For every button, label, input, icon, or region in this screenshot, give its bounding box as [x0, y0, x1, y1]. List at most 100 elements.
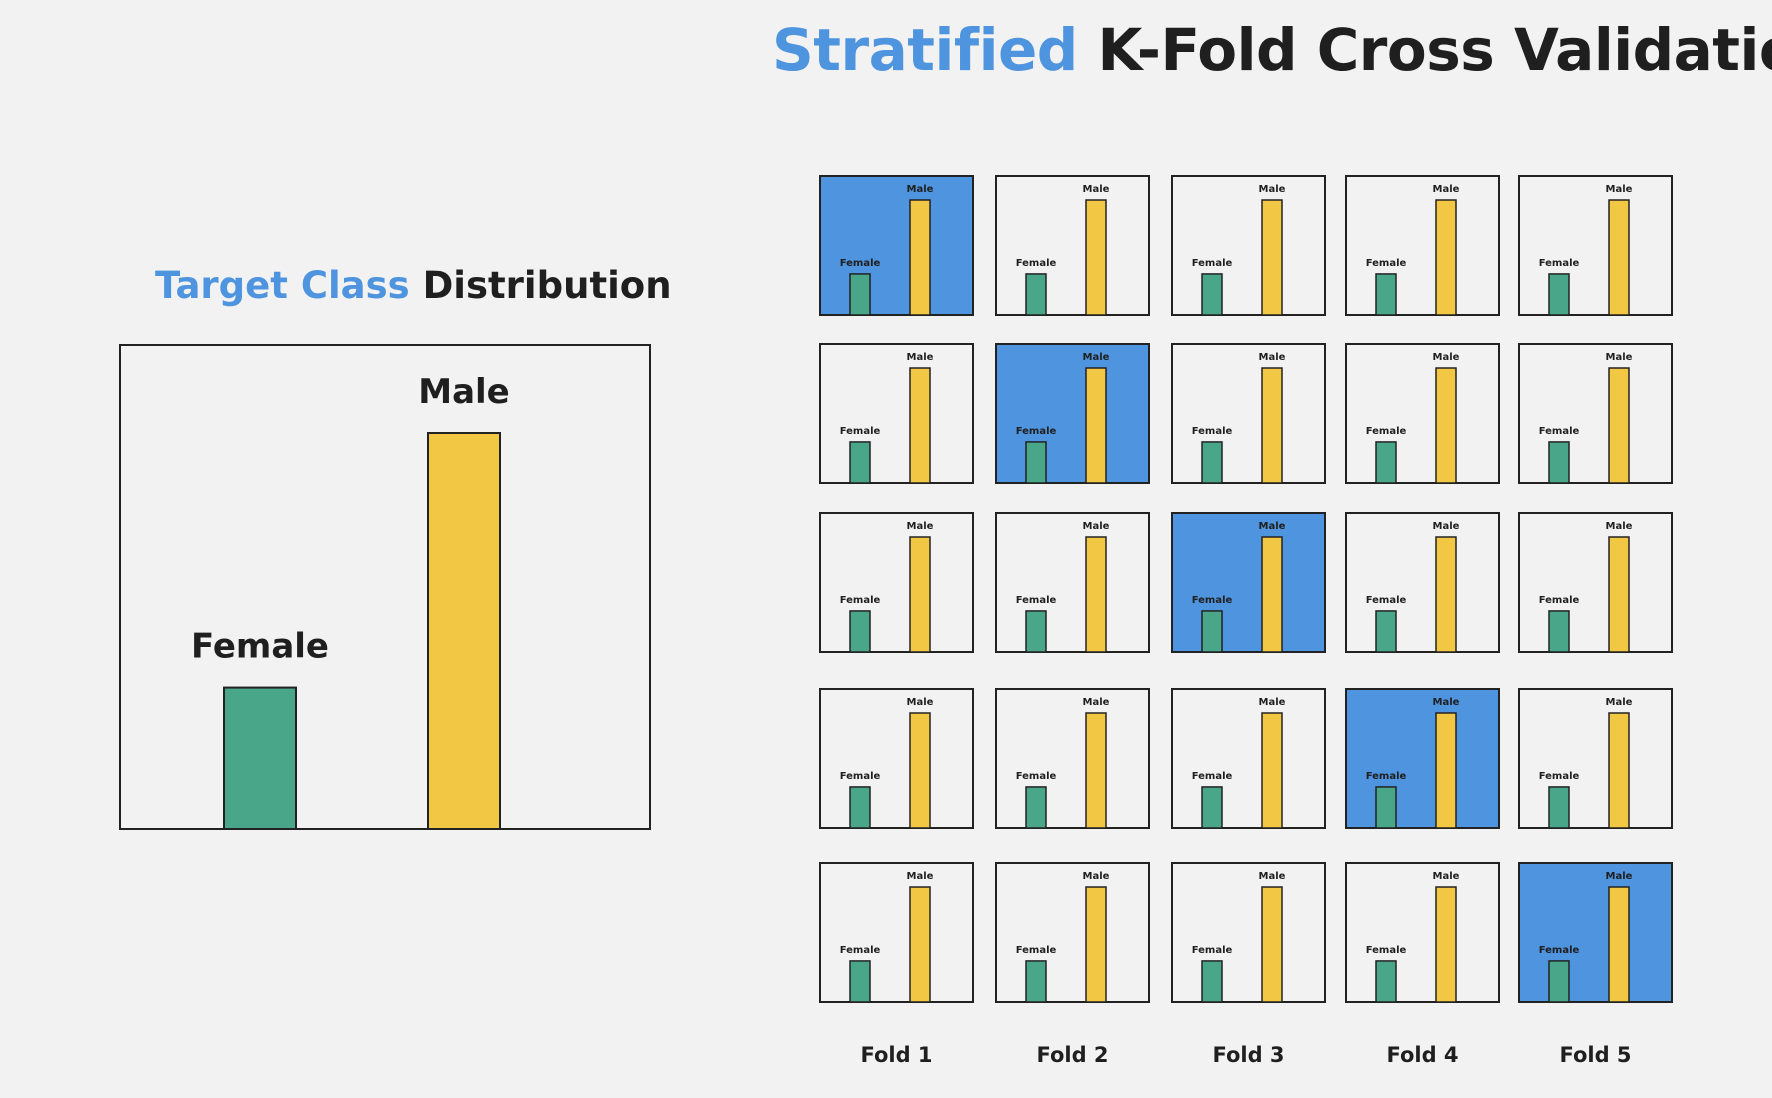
fold-bar-male	[1435, 199, 1457, 316]
fold-cell-r3-c2: Female Male	[995, 512, 1150, 653]
fold-train-box	[1518, 175, 1673, 316]
fold-bar-male	[1261, 536, 1283, 653]
fold-bar-label-male: Male	[1259, 521, 1286, 532]
fold-train-box	[995, 688, 1150, 829]
fold-bar-label-female: Female	[840, 426, 881, 437]
distribution-frame	[119, 344, 651, 830]
fold-bar-male	[909, 536, 931, 653]
fold-bar-label-female: Female	[1016, 426, 1057, 437]
fold-train-box	[1518, 343, 1673, 484]
fold-bar-male	[1608, 536, 1630, 653]
fold-cell-r5-c2: Female Male	[995, 862, 1150, 1003]
fold-label-4: Fold 4	[1386, 1043, 1458, 1067]
distribution-chart: Female Male	[119, 344, 651, 830]
fold-cell-r3-c3: Female Male	[1171, 512, 1326, 653]
fold-bar-label-male: Male	[1433, 521, 1460, 532]
fold-cell-r5-c1: Female Male	[819, 862, 974, 1003]
fold-cell-r4-c5: Female Male	[1518, 688, 1673, 829]
fold-train-box	[1345, 175, 1500, 316]
fold-bar-label-female: Female	[1016, 945, 1057, 956]
fold-label-3: Fold 3	[1212, 1043, 1284, 1067]
fold-bar-female	[1375, 786, 1397, 829]
fold-bar-male	[1608, 886, 1630, 1003]
fold-bar-label-male: Male	[907, 352, 934, 363]
fold-bar-female	[1025, 441, 1047, 484]
fold-bar-male	[1261, 199, 1283, 316]
fold-bar-label-male: Male	[1606, 871, 1633, 882]
fold-bar-label-male: Male	[907, 697, 934, 708]
fold-bar-male	[909, 199, 931, 316]
main-title-rest: K-Fold Cross Validation	[1097, 16, 1772, 84]
fold-bar-label-male: Male	[1606, 184, 1633, 195]
fold-test-box	[1518, 862, 1673, 1003]
fold-bar-female	[849, 786, 871, 829]
distribution-bar-female	[223, 686, 297, 830]
fold-train-box	[1171, 343, 1326, 484]
fold-cell-r1-c3: Female Male	[1171, 175, 1326, 316]
fold-bar-label-male: Male	[1606, 352, 1633, 363]
distribution-bar-male	[427, 432, 501, 830]
fold-cell-r2-c2: Female Male	[995, 343, 1150, 484]
fold-bar-female	[1201, 786, 1223, 829]
fold-bar-label-male: Male	[1433, 184, 1460, 195]
fold-cell-r2-c3: Female Male	[1171, 343, 1326, 484]
fold-bar-label-female: Female	[1366, 945, 1407, 956]
fold-bar-female	[1375, 960, 1397, 1003]
fold-bar-label-female: Female	[1016, 595, 1057, 606]
fold-bar-female	[1201, 610, 1223, 653]
fold-bar-male	[1261, 367, 1283, 484]
fold-cell-r1-c1: Female Male	[819, 175, 974, 316]
main-title-accent: Stratified	[772, 16, 1078, 84]
fold-bar-female	[849, 273, 871, 316]
distribution-bar-label-male: Male	[418, 372, 510, 412]
fold-train-box	[819, 512, 974, 653]
fold-bar-label-male: Male	[1083, 352, 1110, 363]
fold-labels: Fold 1 Fold 2 Fold 3 Fold 4 Fold 5	[860, 1043, 1631, 1067]
fold-bar-female	[849, 610, 871, 653]
fold-grid: Female Male Female Male Female Male Female Male…	[819, 175, 1673, 1003]
fold-cell-r3-c5: Female Male	[1518, 512, 1673, 653]
fold-bar-label-male: Male	[1259, 871, 1286, 882]
fold-train-box	[1171, 175, 1326, 316]
fold-bar-label-female: Female	[1366, 426, 1407, 437]
fold-bar-label-male: Male	[1259, 697, 1286, 708]
fold-train-box	[995, 175, 1150, 316]
fold-test-box	[995, 343, 1150, 484]
fold-bar-label-male: Male	[907, 871, 934, 882]
fold-bar-label-female: Female	[1192, 258, 1233, 269]
fold-train-box	[1518, 688, 1673, 829]
fold-train-box	[1171, 862, 1326, 1003]
fold-bar-label-female: Female	[1539, 945, 1580, 956]
fold-test-box	[819, 175, 974, 316]
distribution-bar-label-female: Female	[191, 627, 329, 667]
fold-bar-male	[909, 712, 931, 829]
fold-cell-r4-c2: Female Male	[995, 688, 1150, 829]
fold-bar-male	[1435, 367, 1457, 484]
fold-bar-label-male: Male	[1433, 871, 1460, 882]
fold-bar-label-male: Male	[1433, 352, 1460, 363]
distribution-title-accent: Target Class	[155, 264, 410, 307]
fold-bar-male	[1085, 199, 1107, 316]
fold-cell-r1-c4: Female Male	[1345, 175, 1500, 316]
fold-bar-male	[1608, 712, 1630, 829]
fold-bar-female	[1025, 786, 1047, 829]
fold-bar-label-female: Female	[840, 595, 881, 606]
fold-cell-r3-c4: Female Male	[1345, 512, 1500, 653]
fold-bar-label-male: Male	[907, 184, 934, 195]
fold-cell-r2-c5: Female Male	[1518, 343, 1673, 484]
distribution-title-rest: Distribution	[422, 264, 672, 307]
fold-bar-male	[1435, 886, 1457, 1003]
main-title: Stratified K-Fold Cross Validation	[772, 14, 1772, 86]
distribution-title: Target Class Distribution	[155, 260, 675, 312]
fold-cell-r2-c4: Female Male	[1345, 343, 1500, 484]
fold-bar-label-male: Male	[1083, 871, 1110, 882]
fold-train-box	[1345, 862, 1500, 1003]
fold-bar-male	[1261, 886, 1283, 1003]
fold-bar-female	[1375, 610, 1397, 653]
fold-bar-female	[1548, 610, 1570, 653]
fold-bar-label-male: Male	[1606, 521, 1633, 532]
fold-bar-label-female: Female	[1539, 595, 1580, 606]
fold-bar-male	[909, 367, 931, 484]
fold-bar-label-female: Female	[840, 258, 881, 269]
fold-bar-female	[1548, 441, 1570, 484]
